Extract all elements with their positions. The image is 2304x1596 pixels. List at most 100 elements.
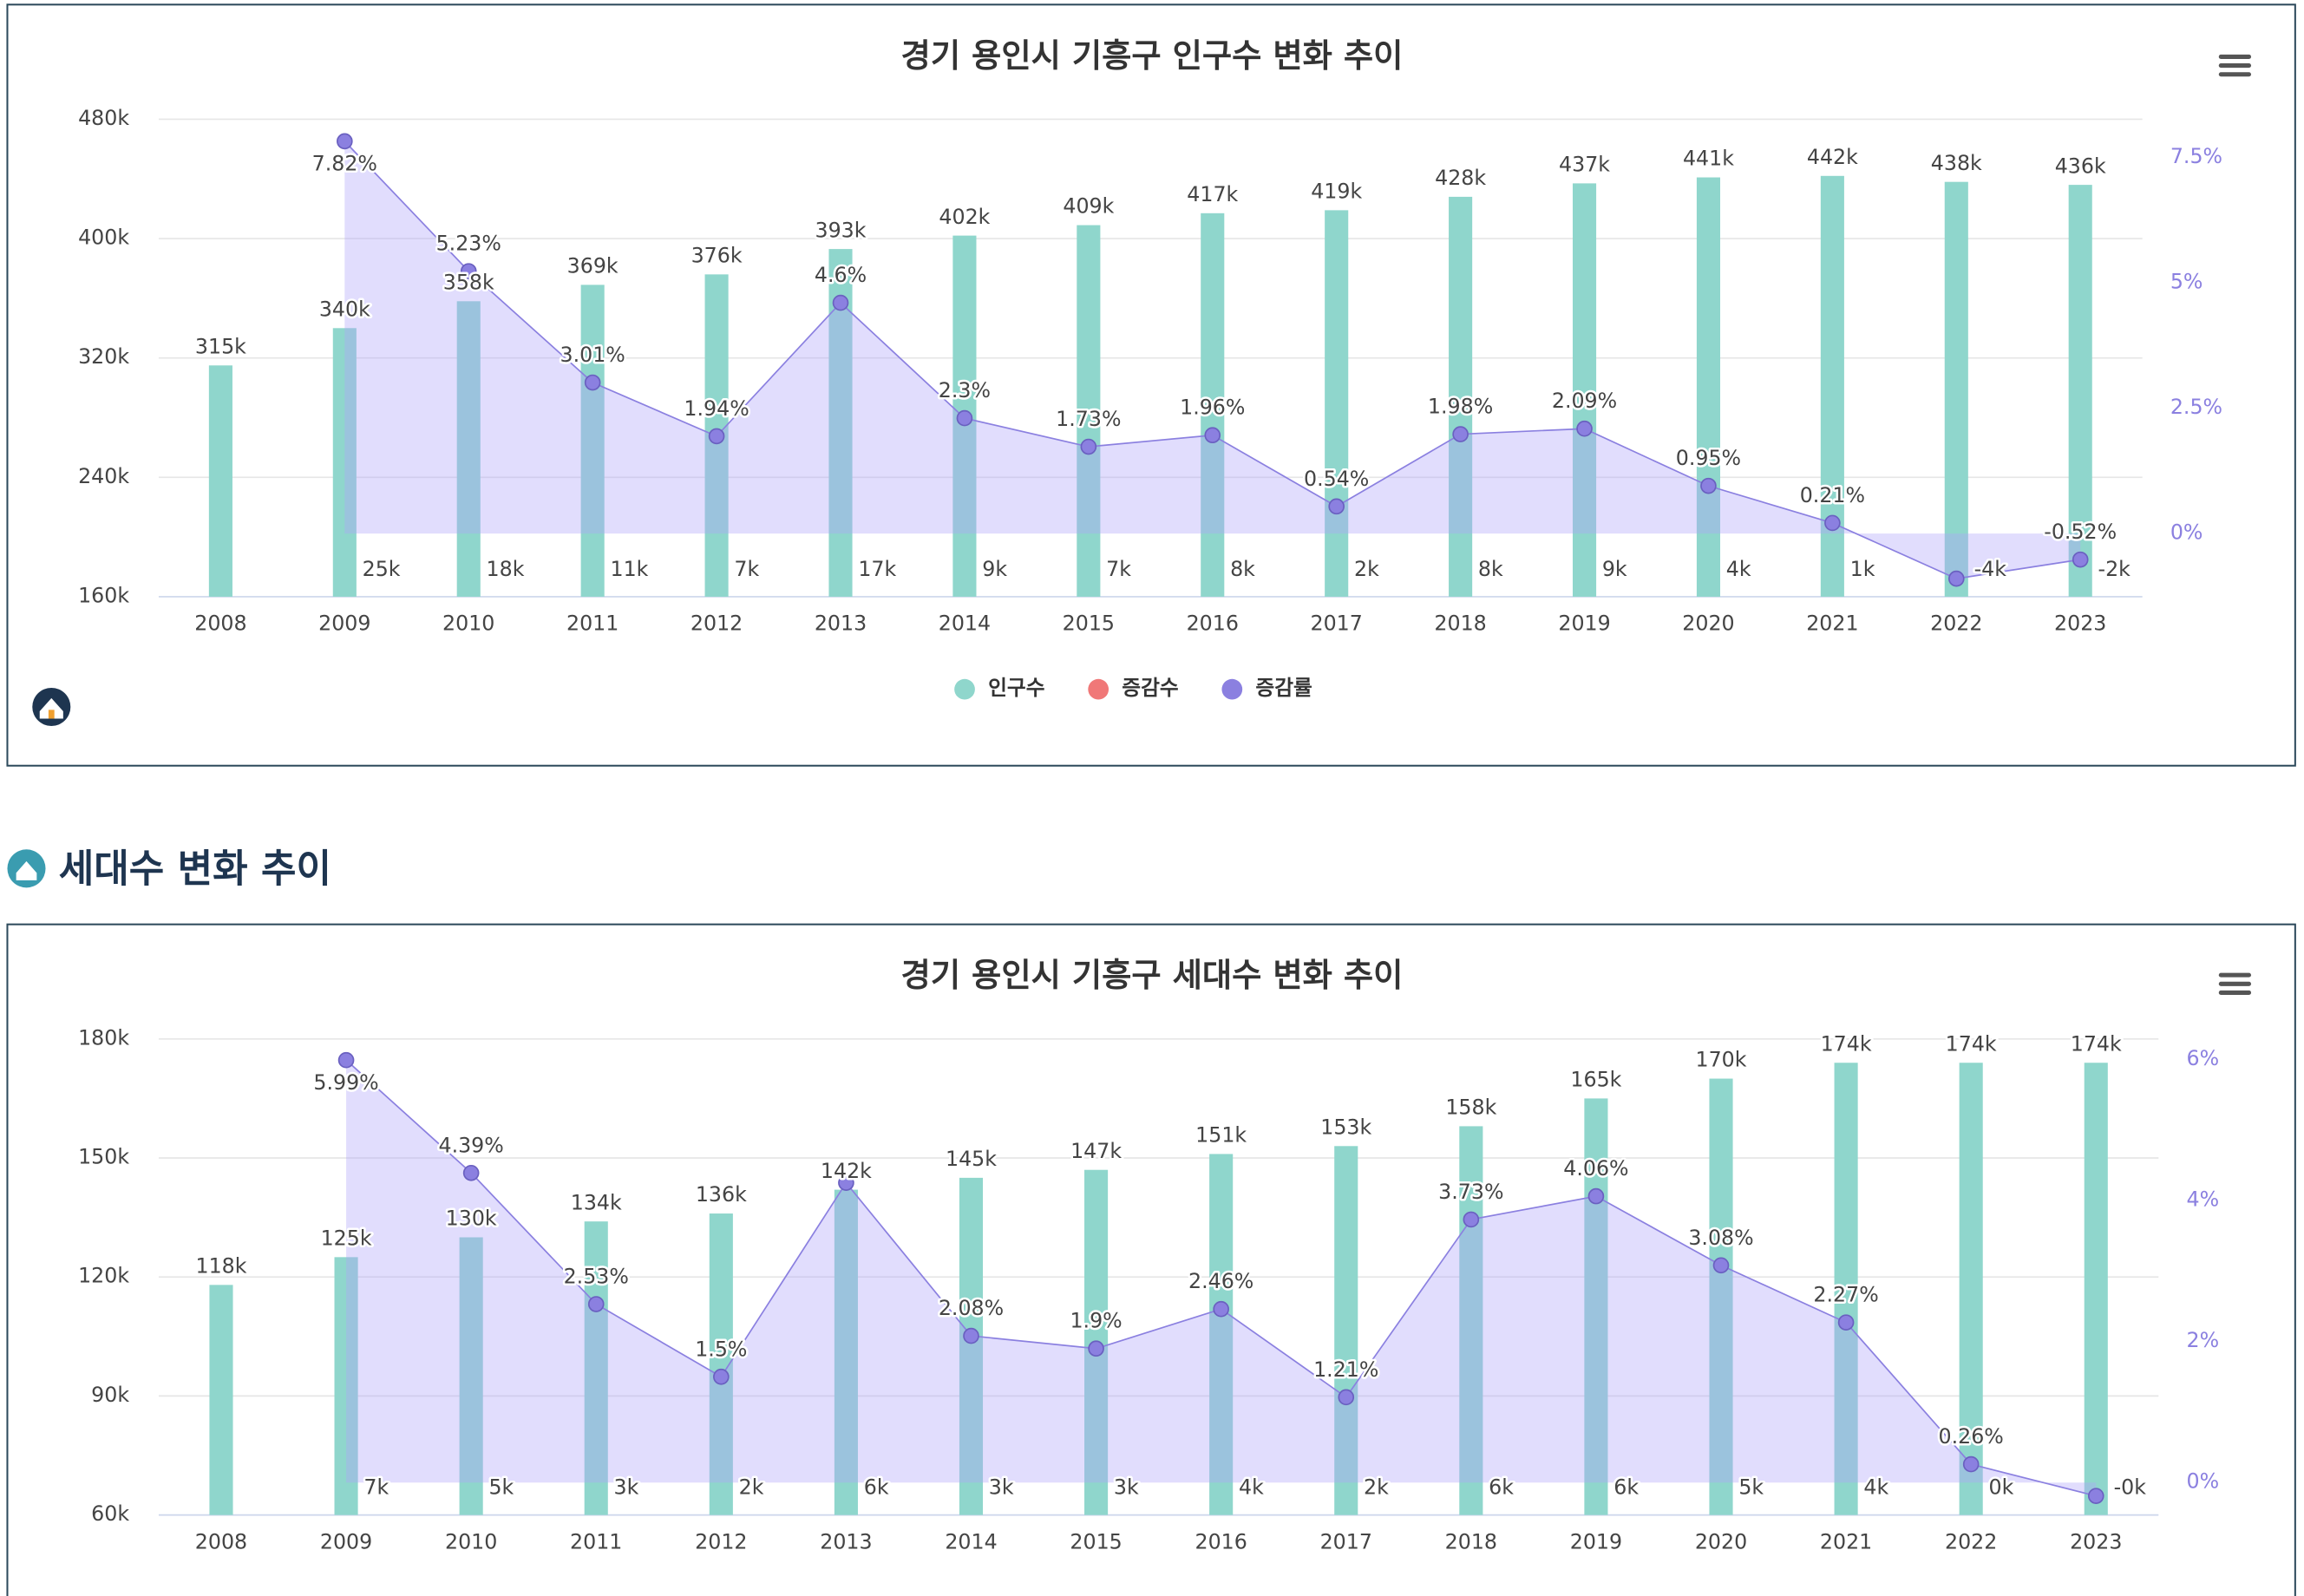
y-tick-label: 240k bbox=[78, 464, 129, 488]
x-tick-label: 2014 bbox=[939, 612, 991, 636]
bar bbox=[1696, 177, 1721, 597]
data-label: 441k bbox=[1683, 147, 1734, 171]
point bbox=[587, 1296, 605, 1312]
y-tick-label: 320k bbox=[78, 344, 129, 369]
bar bbox=[1077, 225, 1101, 597]
y-tick-label: 160k bbox=[78, 583, 129, 607]
x-tick-label: 2021 bbox=[1806, 612, 1858, 636]
data-label: 151k bbox=[1195, 1123, 1247, 1148]
point bbox=[1712, 1257, 1730, 1274]
data-label: 130k bbox=[446, 1207, 497, 1231]
y2-tick-label: 5% bbox=[2170, 269, 2203, 293]
data-label: 1.94% bbox=[684, 396, 749, 421]
y-tick-label: 90k bbox=[91, 1383, 129, 1407]
bar bbox=[2068, 185, 2092, 597]
section-title: 세대수 변화 추이 bbox=[59, 847, 331, 892]
data-label: 6k bbox=[864, 1475, 889, 1500]
data-label: 428k bbox=[1435, 166, 1486, 190]
bar bbox=[1959, 1063, 1983, 1515]
bar bbox=[209, 1285, 233, 1515]
y2-tick-label: 2.5% bbox=[2170, 395, 2222, 419]
x-tick-label: 2015 bbox=[1070, 1529, 1122, 1553]
data-label: 3k bbox=[614, 1475, 639, 1500]
bar bbox=[208, 365, 232, 597]
x-tick-label: 2012 bbox=[695, 1529, 747, 1553]
x-tick-label: 2011 bbox=[566, 612, 619, 636]
x-tick-label: 2020 bbox=[1695, 1529, 1747, 1553]
bar bbox=[334, 1257, 358, 1515]
menu-button[interactable] bbox=[2218, 972, 2252, 995]
data-label: 438k bbox=[1931, 151, 1982, 175]
point bbox=[1463, 1211, 1480, 1228]
legend-marker bbox=[1221, 678, 1243, 700]
point bbox=[337, 133, 353, 150]
point bbox=[1962, 1455, 1980, 1473]
data-label: 4k bbox=[1726, 557, 1751, 581]
bar bbox=[580, 285, 605, 597]
x-tick-label: 2010 bbox=[445, 1529, 497, 1553]
x-tick-label: 2023 bbox=[2070, 1529, 2122, 1553]
point bbox=[963, 1327, 979, 1344]
data-label: 417k bbox=[1187, 182, 1238, 206]
logo bbox=[32, 687, 71, 726]
data-label: 2.46% bbox=[1188, 1269, 1253, 1293]
data-label: 6k bbox=[1489, 1475, 1514, 1500]
y2-tick-label: 0% bbox=[2186, 1469, 2219, 1494]
point bbox=[1204, 427, 1221, 444]
data-label: 2.53% bbox=[564, 1265, 629, 1289]
x-tick-label: 2019 bbox=[1558, 612, 1610, 636]
x-tick-label: 2021 bbox=[1820, 1529, 1872, 1553]
point bbox=[1824, 514, 1841, 532]
data-label: 376k bbox=[691, 244, 743, 268]
data-label: 25k bbox=[363, 557, 401, 581]
data-label: 4k bbox=[1239, 1475, 1264, 1500]
data-label: 11k bbox=[610, 557, 648, 581]
x-tick-label: 2009 bbox=[320, 1529, 372, 1553]
bar bbox=[1449, 196, 1473, 597]
x-tick-label: 2023 bbox=[2054, 612, 2106, 636]
data-label: 4.06% bbox=[1563, 1156, 1628, 1181]
data-label: 147k bbox=[1070, 1139, 1122, 1163]
x-tick-label: 2015 bbox=[1063, 612, 1115, 636]
data-label: 2k bbox=[739, 1475, 764, 1500]
point bbox=[2087, 1488, 2104, 1504]
y2-tick-label: 4% bbox=[2186, 1187, 2219, 1211]
data-label: 1.98% bbox=[1428, 395, 1493, 419]
data-label: 0.54% bbox=[1304, 467, 1369, 491]
data-label: 8k bbox=[1230, 557, 1255, 581]
bar bbox=[1820, 175, 1844, 597]
x-tick-label: 2013 bbox=[815, 612, 867, 636]
x-tick-label: 2016 bbox=[1195, 1529, 1247, 1553]
x-tick-label: 2019 bbox=[1570, 1529, 1622, 1553]
data-label: 3.08% bbox=[1688, 1226, 1753, 1250]
data-label: 125k bbox=[321, 1226, 372, 1251]
point bbox=[460, 263, 477, 279]
y-tick-label: 120k bbox=[78, 1264, 129, 1288]
data-label: 145k bbox=[946, 1147, 997, 1171]
data-label: 134k bbox=[571, 1190, 622, 1214]
data-label: 5.23% bbox=[436, 232, 501, 256]
legend-label: 증감수 bbox=[1122, 676, 1178, 700]
data-label: -0k bbox=[2114, 1475, 2147, 1500]
data-label: 2.09% bbox=[1552, 389, 1617, 413]
data-label: -0.52% bbox=[2044, 520, 2117, 544]
data-label: 3.01% bbox=[560, 343, 625, 367]
chart-frame bbox=[6, 923, 2296, 1596]
y-tick-label: 150k bbox=[78, 1145, 129, 1169]
data-label: 340k bbox=[319, 297, 370, 321]
x-tick-label: 2014 bbox=[945, 1529, 997, 1553]
data-label: 7k bbox=[363, 1475, 389, 1500]
point bbox=[462, 1164, 480, 1181]
data-label: 2.27% bbox=[1813, 1283, 1878, 1307]
chart-title: 경기 용인시 기흥구 인구수 변화 추이 bbox=[901, 36, 1404, 75]
data-label: 136k bbox=[696, 1182, 747, 1207]
bar bbox=[834, 1189, 858, 1515]
menu-button[interactable] bbox=[2218, 54, 2252, 77]
point bbox=[956, 409, 973, 427]
data-label: 170k bbox=[1696, 1048, 1747, 1072]
x-tick-label: 2013 bbox=[820, 1529, 872, 1553]
point bbox=[1328, 498, 1345, 515]
data-label: -2k bbox=[2098, 557, 2131, 581]
